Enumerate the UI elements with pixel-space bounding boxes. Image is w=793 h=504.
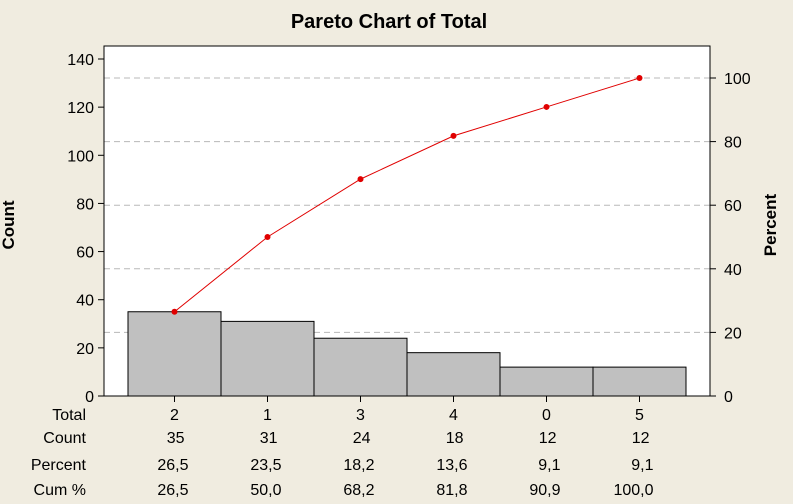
table-cum-percent-5: 100,0 bbox=[613, 482, 653, 499]
table-percent-0: 9,1 bbox=[538, 457, 560, 474]
x-tick-2: 2 bbox=[170, 407, 179, 424]
y-tick-40: 40 bbox=[76, 293, 94, 310]
y-tick-20: 20 bbox=[76, 341, 94, 358]
table-count-2: 35 bbox=[167, 430, 185, 447]
cumulative-line bbox=[174, 77, 640, 313]
table-count-4: 18 bbox=[446, 430, 464, 447]
bar-5 bbox=[592, 366, 687, 397]
table-cum-percent-2: 26,5 bbox=[157, 482, 188, 499]
table-cum-percent-1: 50,0 bbox=[250, 482, 281, 499]
table-percent-4: 13,6 bbox=[436, 457, 467, 474]
table-percent-5: 9,1 bbox=[631, 457, 653, 474]
plot-frame bbox=[103, 45, 711, 397]
x-tick-3: 3 bbox=[356, 407, 365, 424]
table-label-count: Count bbox=[43, 430, 86, 447]
x-tick-0: 0 bbox=[542, 407, 551, 424]
bar-0 bbox=[499, 366, 594, 397]
y-axis-label: Count bbox=[0, 200, 18, 249]
y2-tick-60: 60 bbox=[724, 198, 742, 215]
bar-4 bbox=[406, 352, 501, 397]
bar-1 bbox=[220, 320, 315, 397]
x-tick-5: 5 bbox=[635, 407, 644, 424]
y-tick-0: 0 bbox=[85, 389, 94, 406]
cumulative-point-5 bbox=[636, 75, 643, 81]
y-tick-140: 140 bbox=[67, 52, 94, 69]
table-count-3: 24 bbox=[353, 430, 371, 447]
bar-2 bbox=[127, 311, 222, 397]
x-tick-4: 4 bbox=[449, 407, 458, 424]
table-count-5: 12 bbox=[632, 430, 650, 447]
y2-axis-label: Percent bbox=[761, 193, 780, 256]
y-tick-60: 60 bbox=[76, 245, 94, 262]
cumulative-point-1 bbox=[264, 234, 271, 240]
y2-tick-80: 80 bbox=[724, 135, 742, 152]
table-label-percent: Percent bbox=[31, 457, 87, 474]
y2-tick-0: 0 bbox=[724, 389, 733, 406]
y-tick-100: 100 bbox=[67, 148, 94, 165]
table-count-0: 12 bbox=[539, 430, 557, 447]
table-cum-percent-4: 81,8 bbox=[436, 482, 467, 499]
table-percent-2: 26,5 bbox=[157, 457, 188, 474]
y-tick-120: 120 bbox=[67, 100, 94, 117]
table-label-total: Total bbox=[52, 407, 86, 424]
table-label-cum-percent: Cum % bbox=[34, 482, 86, 499]
table-count-1: 31 bbox=[260, 430, 278, 447]
cumulative-point-3 bbox=[357, 176, 364, 183]
cumulative-point-2 bbox=[171, 308, 178, 315]
y2-tick-100: 100 bbox=[724, 71, 751, 88]
x-tick-1: 1 bbox=[263, 407, 272, 424]
table-percent-1: 23,5 bbox=[250, 457, 281, 474]
table-cum-percent-3: 68,2 bbox=[343, 482, 374, 499]
cumulative-point-4 bbox=[450, 132, 457, 139]
y2-tick-20: 20 bbox=[724, 325, 742, 342]
table-percent-3: 18,2 bbox=[343, 457, 374, 474]
table-cum-percent-0: 90,9 bbox=[529, 482, 560, 499]
chart-title: Pareto Chart of Total bbox=[291, 11, 487, 33]
y2-tick-40: 40 bbox=[724, 262, 742, 279]
cumulative-point-0 bbox=[543, 103, 550, 110]
bar-3 bbox=[313, 337, 408, 397]
y-tick-80: 80 bbox=[76, 196, 94, 213]
